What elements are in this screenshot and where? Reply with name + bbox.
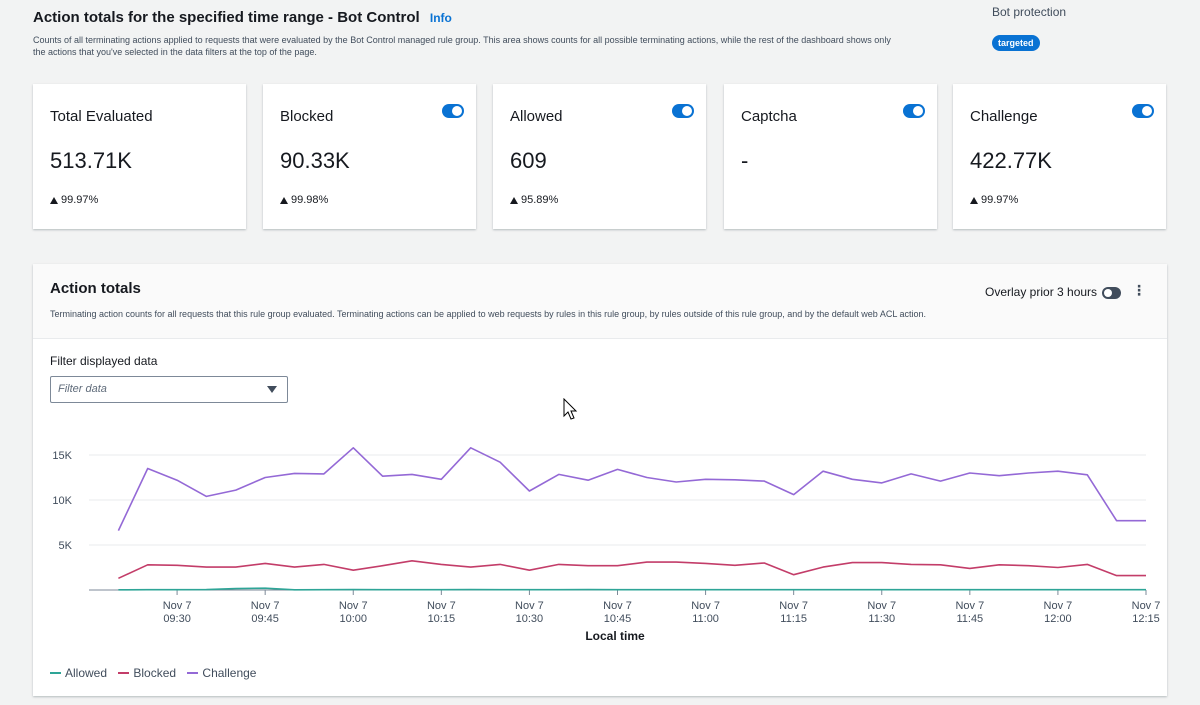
y-tick-label: 10K — [52, 495, 72, 507]
x-tick-date: Nov 7 — [515, 600, 544, 612]
series-line-blocked — [118, 559, 1146, 580]
more-options-icon[interactable]: ⋮ — [1132, 282, 1146, 298]
legend-label: Challenge — [202, 666, 257, 680]
card-delta: 99.97% — [970, 194, 1018, 206]
card-delta: 99.98% — [280, 194, 328, 206]
card-value: 90.33K — [280, 148, 350, 173]
x-tick-time: 09:30 — [163, 613, 191, 625]
chart-legend: Allowed Blocked Challenge — [50, 663, 264, 680]
toggle-knob — [682, 106, 692, 116]
x-tick-date: Nov 7 — [1132, 600, 1161, 612]
x-tick-date: Nov 7 — [1044, 600, 1073, 612]
delta-value: 95.89% — [521, 194, 559, 206]
action-totals-panel: Action totals Terminating action counts … — [33, 264, 1167, 696]
up-arrow-icon — [510, 197, 518, 204]
legend-label: Blocked — [133, 666, 177, 680]
panel-title: Action totals — [50, 280, 141, 297]
overlay-toggle[interactable] — [1102, 287, 1121, 299]
page-header-title: Action totals for the specified time ran… — [33, 9, 452, 26]
toggle-knob — [1142, 106, 1152, 116]
bot-protection-label: Bot protection — [992, 5, 1067, 19]
delta-value: 99.97% — [981, 194, 1019, 206]
card-delta: 95.89% — [510, 194, 558, 206]
legend-item-challenge[interactable]: Challenge — [187, 666, 256, 680]
card-blocked: Blocked 90.33K 99.98% — [263, 84, 476, 229]
up-arrow-icon — [50, 197, 58, 204]
toggle-knob — [1104, 289, 1112, 297]
x-tick-time: 11:00 — [692, 613, 719, 625]
card-value: - — [741, 148, 749, 173]
card-title: Challenge — [970, 108, 1038, 125]
card-total-evaluated: Total Evaluated 513.71K 99.97% — [33, 84, 246, 229]
x-tick-date: Nov 7 — [955, 600, 984, 612]
card-challenge: Challenge 422.77K 99.97% — [953, 84, 1166, 229]
overlay-label: Overlay prior 3 hours — [985, 285, 1098, 299]
x-tick-date: Nov 7 — [251, 600, 280, 612]
legend-label: Allowed — [65, 666, 108, 680]
x-tick-date: Nov 7 — [339, 600, 368, 612]
filter-placeholder: Filter data — [58, 383, 107, 395]
panel-header: Action totals Terminating action counts … — [33, 264, 1167, 339]
card-title: Total Evaluated — [50, 108, 153, 125]
up-arrow-icon — [280, 197, 288, 204]
x-tick-date: Nov 7 — [603, 600, 632, 612]
caret-down-icon — [267, 386, 277, 393]
card-captcha: Captcha - — [724, 84, 937, 229]
delta-value: 99.98% — [291, 194, 329, 206]
x-tick-time: 11:30 — [868, 613, 895, 625]
x-axis-label: Local time — [585, 629, 645, 643]
series-line-allowed — [118, 587, 1146, 591]
card-title: Captcha — [741, 108, 797, 125]
up-arrow-icon — [970, 197, 978, 204]
x-tick-date: Nov 7 — [691, 600, 720, 612]
x-tick-time: 10:15 — [428, 613, 456, 625]
header-description: Counts of all terminating actions applie… — [33, 35, 891, 57]
x-tick-time: 09:45 — [251, 613, 279, 625]
mouse-cursor-icon — [563, 398, 578, 420]
delta-value: 99.97% — [61, 194, 99, 206]
x-tick-date: Nov 7 — [779, 600, 808, 612]
x-tick-time: 12:00 — [1044, 613, 1072, 625]
targeted-badge: targeted — [992, 35, 1040, 51]
legend-swatch — [50, 672, 61, 674]
card-value: 609 — [510, 148, 547, 173]
toggle-knob — [452, 106, 462, 116]
filter-data-select[interactable]: Filter data — [50, 376, 288, 403]
header-title-text: Action totals for the specified time ran… — [33, 9, 420, 26]
x-tick-date: Nov 7 — [427, 600, 456, 612]
x-tick-time: 12:15 — [1132, 613, 1160, 625]
captcha-toggle[interactable] — [903, 104, 925, 118]
x-tick-time: 10:00 — [339, 613, 367, 625]
challenge-toggle[interactable] — [1132, 104, 1154, 118]
x-tick-date: Nov 7 — [163, 600, 192, 612]
series-line-challenge — [117, 447, 1146, 531]
card-value: 422.77K — [970, 148, 1052, 173]
card-delta: 99.97% — [50, 194, 98, 206]
legend-swatch — [118, 672, 130, 674]
x-tick-time: 10:30 — [516, 613, 544, 625]
x-tick-time: 10:45 — [604, 613, 632, 625]
x-tick-time: 11:45 — [956, 613, 983, 625]
x-tick-time: 11:15 — [780, 613, 807, 625]
y-tick-label: 15K — [52, 450, 72, 462]
y-tick-label: 5K — [59, 540, 73, 552]
toggle-knob — [913, 106, 923, 116]
blocked-toggle[interactable] — [442, 104, 464, 118]
panel-description: Terminating action counts for all reques… — [50, 309, 927, 319]
info-link[interactable]: Info — [429, 11, 452, 25]
filter-label: Filter displayed data — [50, 354, 158, 368]
allowed-toggle[interactable] — [672, 104, 694, 118]
card-value: 513.71K — [50, 148, 132, 173]
legend-item-blocked[interactable]: Blocked — [118, 666, 176, 680]
x-tick-date: Nov 7 — [867, 600, 896, 612]
card-title: Blocked — [280, 108, 334, 125]
legend-swatch — [187, 672, 199, 674]
legend-item-allowed[interactable]: Allowed — [50, 666, 107, 680]
card-allowed: Allowed 609 95.89% — [493, 84, 706, 229]
card-title: Allowed — [510, 108, 563, 125]
